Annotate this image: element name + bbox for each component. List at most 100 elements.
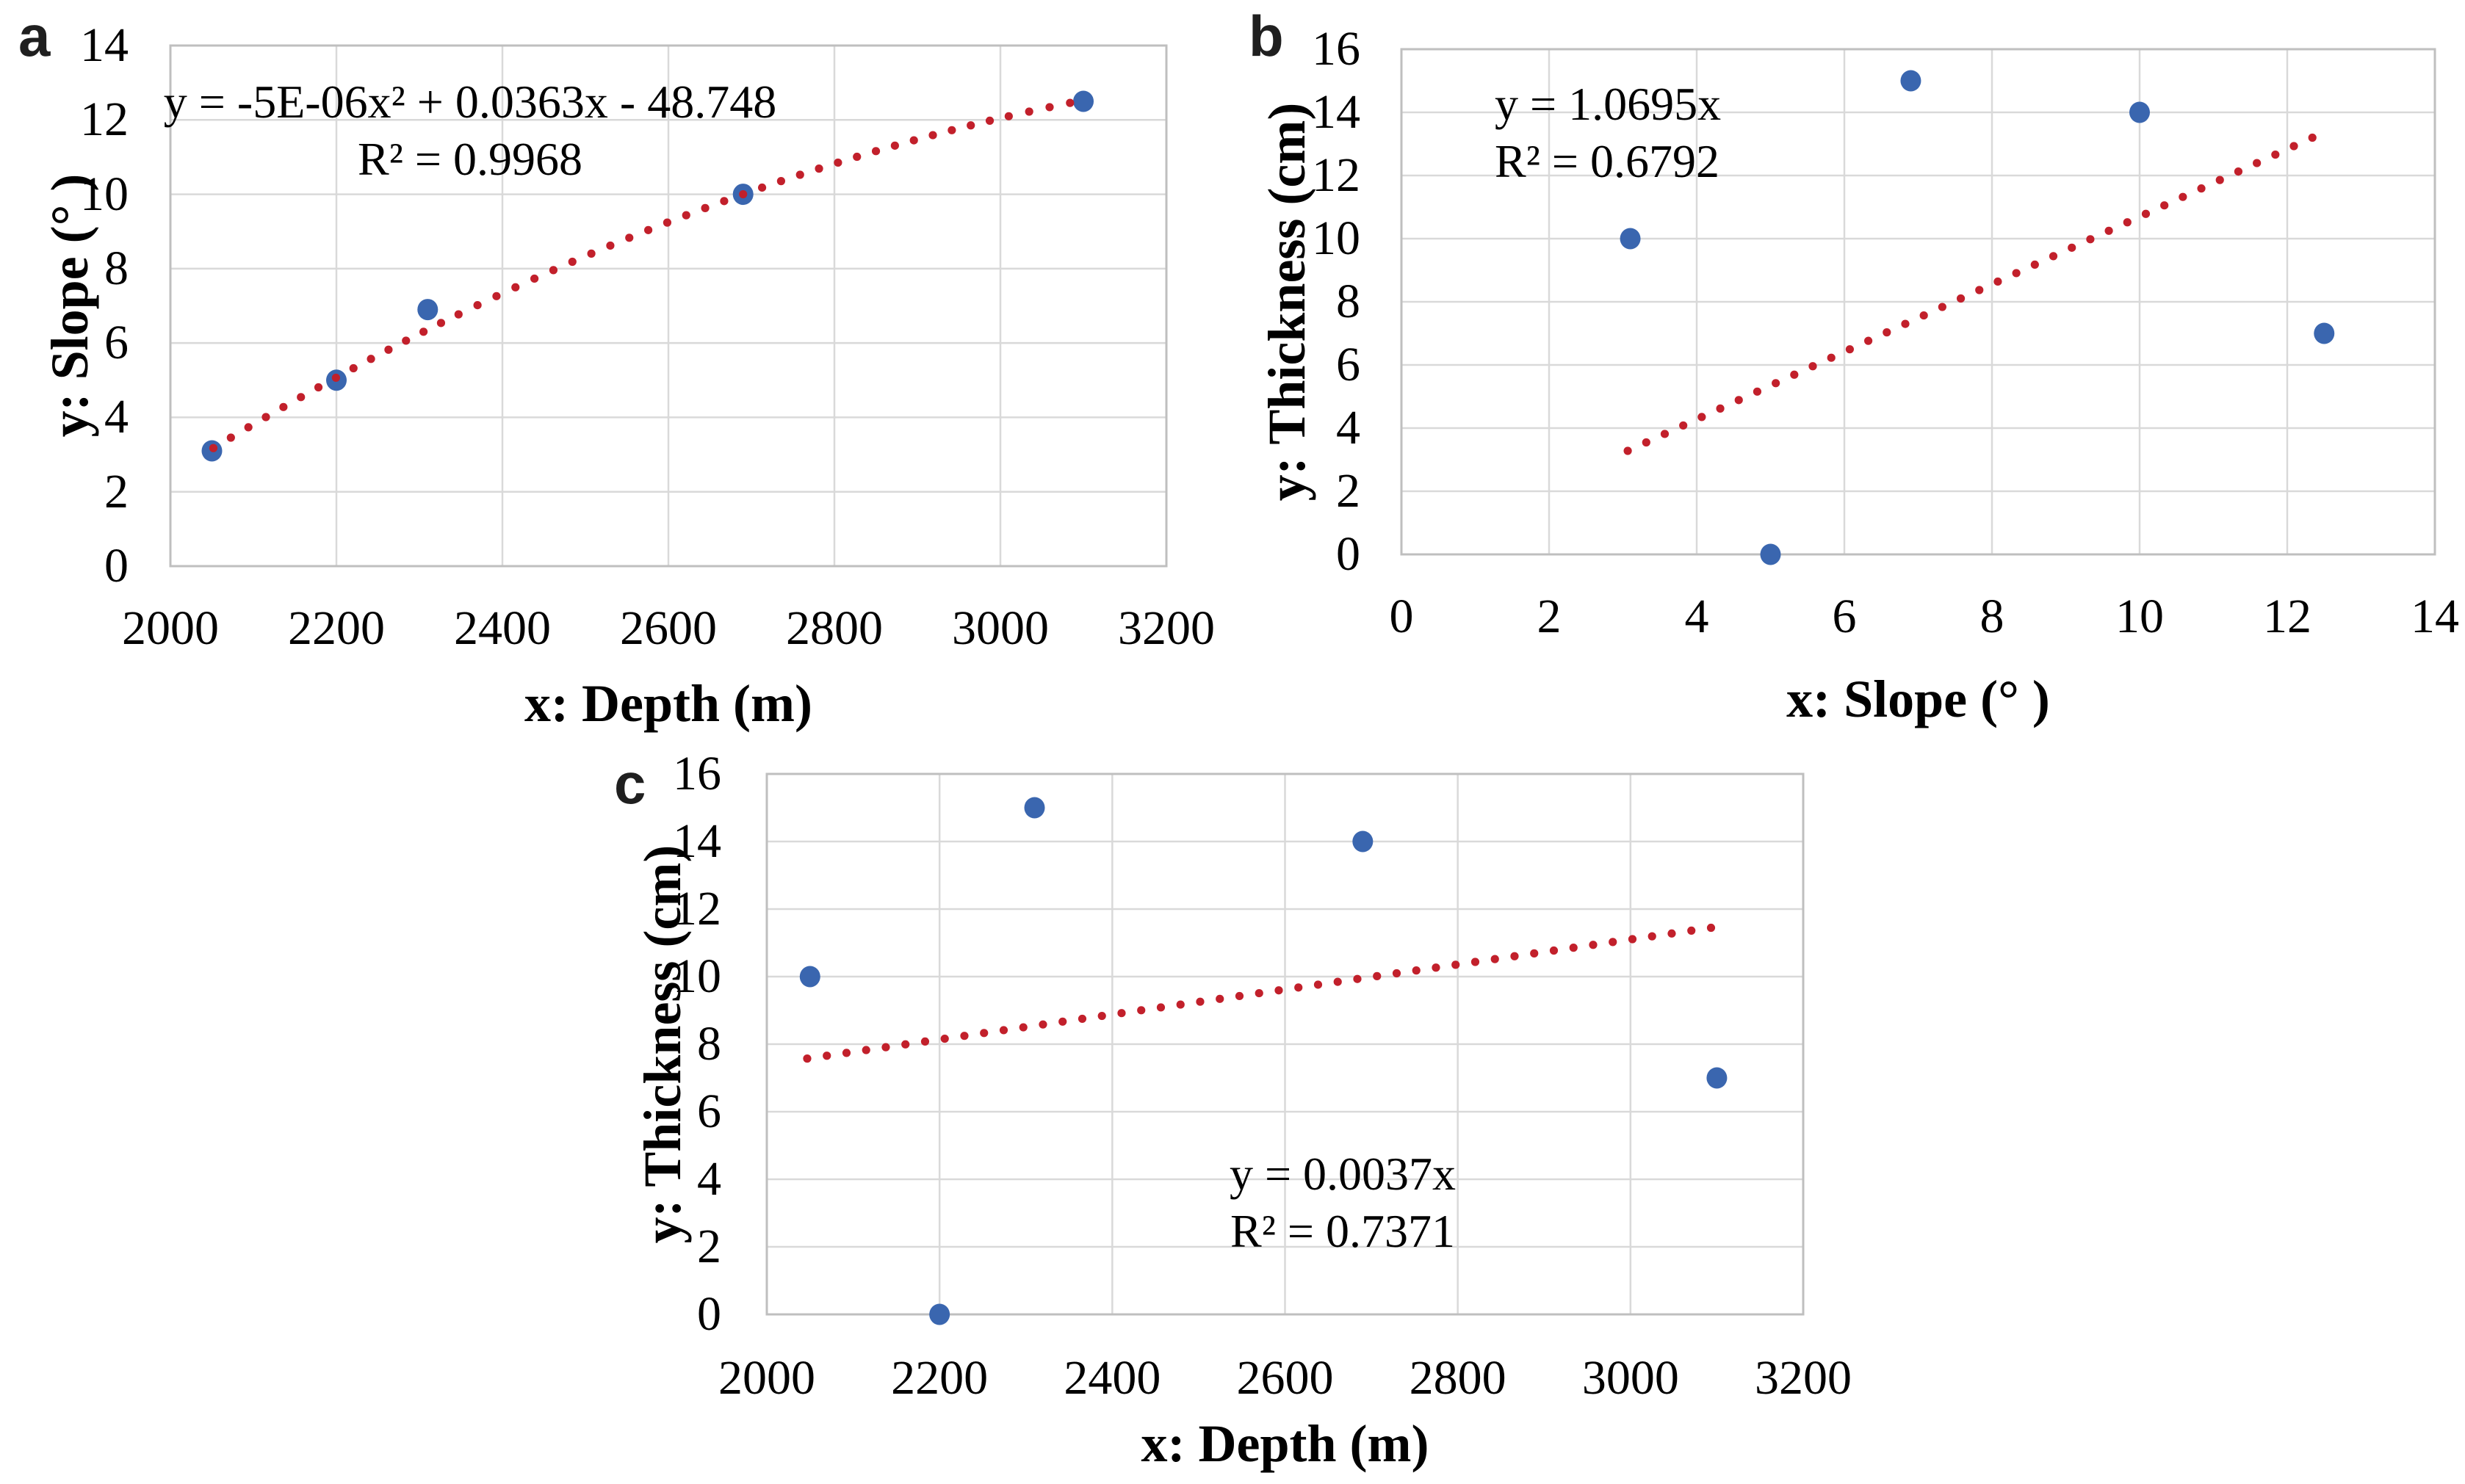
panel-c-trendline-dot: [1274, 986, 1283, 995]
panel-b-trendline-dot: [2160, 201, 2169, 210]
panel-c-y-tick-label: 10: [673, 949, 721, 1003]
panel-b-trendline-dot: [1660, 430, 1670, 438]
panel-b-x-tick-label: 0: [1389, 590, 1414, 643]
panel-a-trendline-dot: [492, 292, 501, 300]
panel-a-trendline-dot: [511, 283, 520, 292]
panel-b-trendline-dot: [2104, 226, 2113, 235]
panel-a-trendline-dot: [909, 136, 918, 145]
panel-a-trendline-dot: [261, 413, 270, 421]
panel-c-x-tick-label: 2800: [1409, 1351, 1506, 1405]
panel-a-trendline-dot: [795, 170, 804, 179]
panel-a-x-tick-label: 3000: [952, 601, 1049, 655]
panel-a-trendline-dot: [530, 274, 539, 283]
panel-c-trendline-dot: [1530, 949, 1539, 958]
panel-a-trendline-dot: [948, 126, 956, 134]
panel-b-trendline-dot: [1697, 413, 1706, 421]
panel-c-x-tick-label: 3000: [1581, 1351, 1679, 1405]
panel-a-y-tick-label: 10: [80, 167, 129, 221]
panel-c-r-squared: R² = 0.7371: [1230, 1205, 1455, 1258]
panel-b-trendline-dot: [1734, 396, 1743, 405]
panel-b-x-tick-label: 12: [2263, 590, 2311, 643]
panel-b-trendline-equation: y = 1.0695x R² = 0.6792: [1495, 76, 1721, 190]
panel-b-trendline-dot: [1883, 328, 1891, 337]
panel-c-data-point: [1706, 1067, 1728, 1089]
panel-b-data-point: [1900, 70, 1921, 92]
panel-a-trendline-dot: [871, 147, 881, 156]
panel-a-trendline-dot: [776, 177, 785, 186]
panel-c-trendline-dot: [1412, 966, 1421, 975]
panel-b-trendline-dot: [1827, 353, 1836, 362]
panel-c-trendline-dot: [1176, 1000, 1185, 1009]
panel-c-data-point: [799, 966, 820, 988]
panel-a-x-tick-label: 2600: [620, 601, 717, 655]
panel-b-y-axis-title: y: Thickness (cm): [1257, 102, 1316, 502]
panel-b-y-tick-label: 8: [1336, 275, 1360, 328]
panel-c-trendline-dot: [1373, 971, 1382, 980]
panel-b-data-point: [2129, 101, 2150, 123]
panel-a-trendline-dot: [279, 402, 288, 411]
panel-c-trendline-dot: [1706, 923, 1716, 933]
panel-b-x-tick-label: 2: [1537, 590, 1562, 643]
panel-a-data-point: [1073, 90, 1094, 112]
panel-b-x-tick-label: 6: [1832, 590, 1857, 643]
panel-b-x-tick-label: 14: [2411, 590, 2459, 643]
panel-b-trendline-dot: [2012, 269, 2021, 278]
panel-a-trendline-dot: [1066, 98, 1075, 107]
panel-c-data-point: [1024, 797, 1045, 819]
panel-a-x-axis-title: x: Depth (m): [524, 674, 812, 733]
panel-b-r-squared: R² = 0.6792: [1495, 135, 1719, 188]
panel-b-x-tick-label: 8: [1979, 590, 2004, 643]
panel-a-trendline-dot: [834, 158, 842, 167]
panel-a-trendline-dot: [625, 234, 634, 242]
panel-c-trendline-dot: [1117, 1009, 1126, 1018]
panel-b-trendline-dot: [2086, 235, 2095, 244]
panel-a-trendline-dot: [701, 203, 710, 212]
panel-b-trendline-dot: [1919, 311, 1928, 320]
panel-c-trendline-dot: [920, 1037, 930, 1046]
panel-c-x-tick-label: 2200: [891, 1351, 989, 1405]
panel-b-trendline-dot: [2068, 243, 2076, 252]
panel-a-trendline-dot: [436, 319, 446, 327]
panel-b-trendline-dot: [1679, 421, 1688, 430]
panel-b-trendline-dot: [2271, 150, 2280, 159]
panel-a-plot-border: [169, 44, 1168, 568]
panel-a-x-tick-label: 2200: [288, 601, 385, 655]
panel-b-trendline-dot: [1716, 404, 1725, 413]
panel-b-y-tick-label: 10: [1312, 211, 1360, 265]
panel-c-trendline-dot: [960, 1032, 969, 1040]
panel-c-x-axis-title: x: Depth (m): [1141, 1414, 1429, 1473]
panel-a-trendline-dot: [209, 444, 218, 452]
panel-b-trendline-dot: [1623, 446, 1632, 455]
panel-c-trendline-dot: [1589, 941, 1598, 949]
panel-b-y-tick-label: 12: [1312, 148, 1360, 202]
panel-a-trendline-dot: [226, 433, 235, 442]
panel-b-trendline-dot: [2197, 184, 2206, 193]
panel-c-trendline-dot: [1353, 974, 1362, 983]
panel-a-y-tick-label: 14: [80, 18, 129, 72]
panel-b-trendline-dot: [1790, 370, 1799, 379]
panel-a-trendline-dot: [297, 393, 306, 402]
panel-c-trendline-dot: [862, 1046, 870, 1054]
panel-c-trendline-dot: [1196, 997, 1205, 1006]
panel-c-trendline-dot: [1569, 944, 1578, 952]
panel-a-trendline-dot: [682, 211, 690, 220]
panel-c-trendline-dot: [1628, 935, 1637, 944]
panel-c-trendline-dot: [1432, 963, 1440, 972]
panel-c-trendline-dot: [1294, 983, 1303, 992]
panel-b-trendline-dot: [1901, 319, 1910, 328]
panel-b-trendline-dot: [2253, 159, 2262, 167]
panel-c-trendline-dot: [803, 1054, 812, 1063]
panel-c-y-tick-label: 6: [697, 1085, 721, 1138]
panel-c-equation-line: y = 0.0037x: [1229, 1148, 1457, 1200]
panel-c-y-tick-label: 12: [673, 882, 721, 935]
panel-c-trendline-dot: [1078, 1014, 1087, 1024]
panel-c-trendline-dot: [823, 1052, 831, 1060]
panel-a-trendline-dot: [587, 249, 596, 258]
panel-c-y-tick-label: 2: [697, 1220, 721, 1273]
panel-a-x-tick-label: 2400: [454, 601, 551, 655]
panel-b-trendline-dot: [2234, 167, 2243, 176]
panel-b-trendline-dot: [1753, 387, 1762, 396]
panel-c-trendline-dot: [1156, 1003, 1166, 1012]
panel-c-y-tick-label: 8: [697, 1017, 721, 1071]
